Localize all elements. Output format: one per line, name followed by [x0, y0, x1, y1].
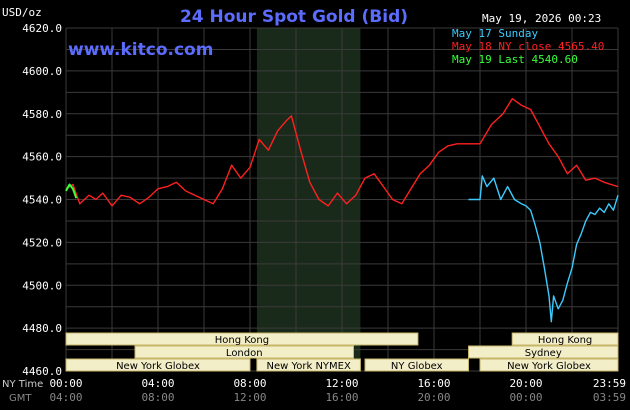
session-bar: New York Globex	[479, 358, 619, 372]
session-bar: New York NYMEX	[256, 358, 361, 372]
session-bar-rect	[256, 358, 361, 372]
session-bar-label: New York NYMEX	[266, 361, 351, 372]
x-tick-label-ny: 23:59	[593, 377, 626, 390]
x-tick-label-gmt: 04:00	[49, 391, 82, 404]
grid-layer	[65, 27, 619, 372]
x-tick-label-ny: 00:00	[49, 377, 82, 390]
legend-entry-close: May 18 NY close 4565.40	[452, 40, 604, 53]
series-line-1	[468, 175, 619, 323]
y-tick-label: 4580.0	[22, 108, 62, 121]
y-tick-label: 4540.0	[22, 194, 62, 207]
session-bar: Hong Kong	[65, 332, 419, 346]
x-tick-label-gmt: 08:00	[141, 391, 174, 404]
session-bar-label: NY Globex	[391, 361, 443, 372]
legend: May 17 Sunday May 18 NY close 4565.40 Ma…	[452, 27, 604, 66]
chart-title: 24 Hour Spot Gold (Bid)	[180, 7, 408, 27]
series-line-0	[65, 98, 619, 207]
session-bar-rect	[134, 345, 354, 359]
x-tick-label-gmt: 12:00	[233, 391, 266, 404]
x-tick-label-gmt: 16:00	[325, 391, 358, 404]
x-tick-label-ny: 04:00	[141, 377, 174, 390]
session-bar-label: New York Globex	[507, 361, 591, 372]
watermark: www.kitco.com	[68, 40, 213, 60]
unit-label: USD/oz	[2, 6, 42, 19]
session-bar: Sydney	[468, 345, 619, 359]
x-axis-ny-label: NY Time	[2, 379, 43, 390]
session-bar-label: Hong Kong	[215, 335, 269, 346]
session-bar-label: Sydney	[525, 348, 562, 359]
series-line-2	[65, 183, 78, 199]
session-bar-rect	[468, 345, 619, 359]
axis-ticks: 4620.0 4600.0 4580.0 4560.0 4540.0 4520.0 4500…	[22, 22, 626, 404]
x-tick-label-gmt: 20:00	[417, 391, 450, 404]
x-tick-label-gmt: 00:00	[509, 391, 542, 404]
series-layer	[65, 98, 619, 323]
y-tick-label: 4520.0	[22, 236, 62, 249]
x-axis-gmt-label: GMT	[9, 393, 32, 404]
x-tick-label-ny: 12:00	[325, 377, 358, 390]
session-bar: NY Globex	[364, 358, 469, 372]
y-tick-label: 4620.0	[22, 22, 62, 35]
session-bar-rect	[511, 332, 619, 346]
y-tick-label: 4500.0	[22, 279, 62, 292]
x-tick-label-ny: 16:00	[417, 377, 450, 390]
session-bar: New York Globex	[65, 358, 251, 372]
y-tick-label: 4600.0	[22, 65, 62, 78]
legend-entry-last: May 19 Last 4540.60	[452, 53, 578, 66]
y-tick-label: 4560.0	[22, 151, 62, 164]
session-bar-rect	[479, 358, 619, 372]
y-tick-label: 4480.0	[22, 322, 62, 335]
session-bar-label: New York Globex	[116, 361, 200, 372]
x-tick-label-ny: 20:00	[509, 377, 542, 390]
session-bar: Hong Kong	[511, 332, 619, 346]
session-bar: London	[134, 345, 354, 359]
x-tick-label-gmt: 03:59	[593, 391, 626, 404]
session-bar-rect	[364, 358, 469, 372]
timestamp: May 19, 2026 00:23	[482, 12, 601, 25]
session-bars: Hong Kong London New York Globex New York N…	[65, 332, 619, 372]
session-bar-rect	[65, 358, 251, 372]
y-tick-label: 4460.0	[22, 365, 62, 378]
session-bar-label: Hong Kong	[538, 335, 592, 346]
legend-entry-sunday: May 17 Sunday	[452, 27, 538, 40]
x-tick-label-ny: 08:00	[233, 377, 266, 390]
session-bar-label: London	[226, 348, 263, 359]
session-bar-rect	[65, 332, 419, 346]
